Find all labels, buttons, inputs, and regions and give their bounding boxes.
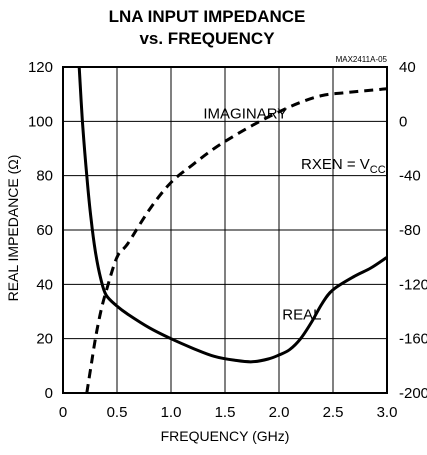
y-tick-label: 120 [28,59,53,76]
chart-title-line2: vs. FREQUENCY [139,29,275,48]
y2-tick-label: 0 [399,113,407,130]
x-tick-label: 0.5 [107,404,128,421]
x-tick-label: 3.0 [377,404,398,421]
x-tick-label: 2.0 [269,404,290,421]
y-tick-label: 0 [45,385,53,402]
x-tick-label: 1.0 [161,404,182,421]
x-tick-label: 2.5 [323,404,344,421]
annotation-imaginary: IMAGINARY [203,106,287,123]
y-tick-label: 40 [36,276,53,293]
annotations: IMAGINARY REAL [203,106,321,324]
tick-labels: 0 0.5 1.0 1.5 2.0 2.5 3.0 0 20 40 60 80 100 120 40 0 -40… [28,59,427,421]
chart-title-line1: LNA INPUT IMPEDANCE [109,7,306,26]
condition-prefix: RXEN = V [301,156,370,173]
y2-tick-label: -160 [399,331,427,348]
y-tick-label: 60 [36,222,53,239]
x-tick-label: 0 [59,404,67,421]
y-tick-label: 80 [36,168,53,185]
y-axis-label: REAL IMPEDANCE (Ω) [5,155,21,302]
plot-frame [62,66,388,394]
condition-subscript: CC [370,164,386,176]
annotation-real: REAL [282,307,321,324]
part-number-label: MAX2411A-05 [336,55,388,64]
y2-tick-label: -80 [399,222,421,239]
x-axis-label: FREQUENCY (GHz) [161,428,290,444]
y2-tick-label: -40 [399,168,421,185]
y2-tick-label: -120 [399,276,427,293]
y-tick-label: 20 [36,331,53,348]
y-tick-label: 100 [28,113,53,130]
series-line-real [77,66,388,364]
x-tick-label: 1.5 [215,404,236,421]
series-layer [77,66,388,394]
y2-tick-label: -200 [399,385,427,402]
y2-tick-label: 40 [399,59,416,76]
series-line-imaginary [85,87,388,394]
condition-label: RXEN = VCC [301,156,386,176]
